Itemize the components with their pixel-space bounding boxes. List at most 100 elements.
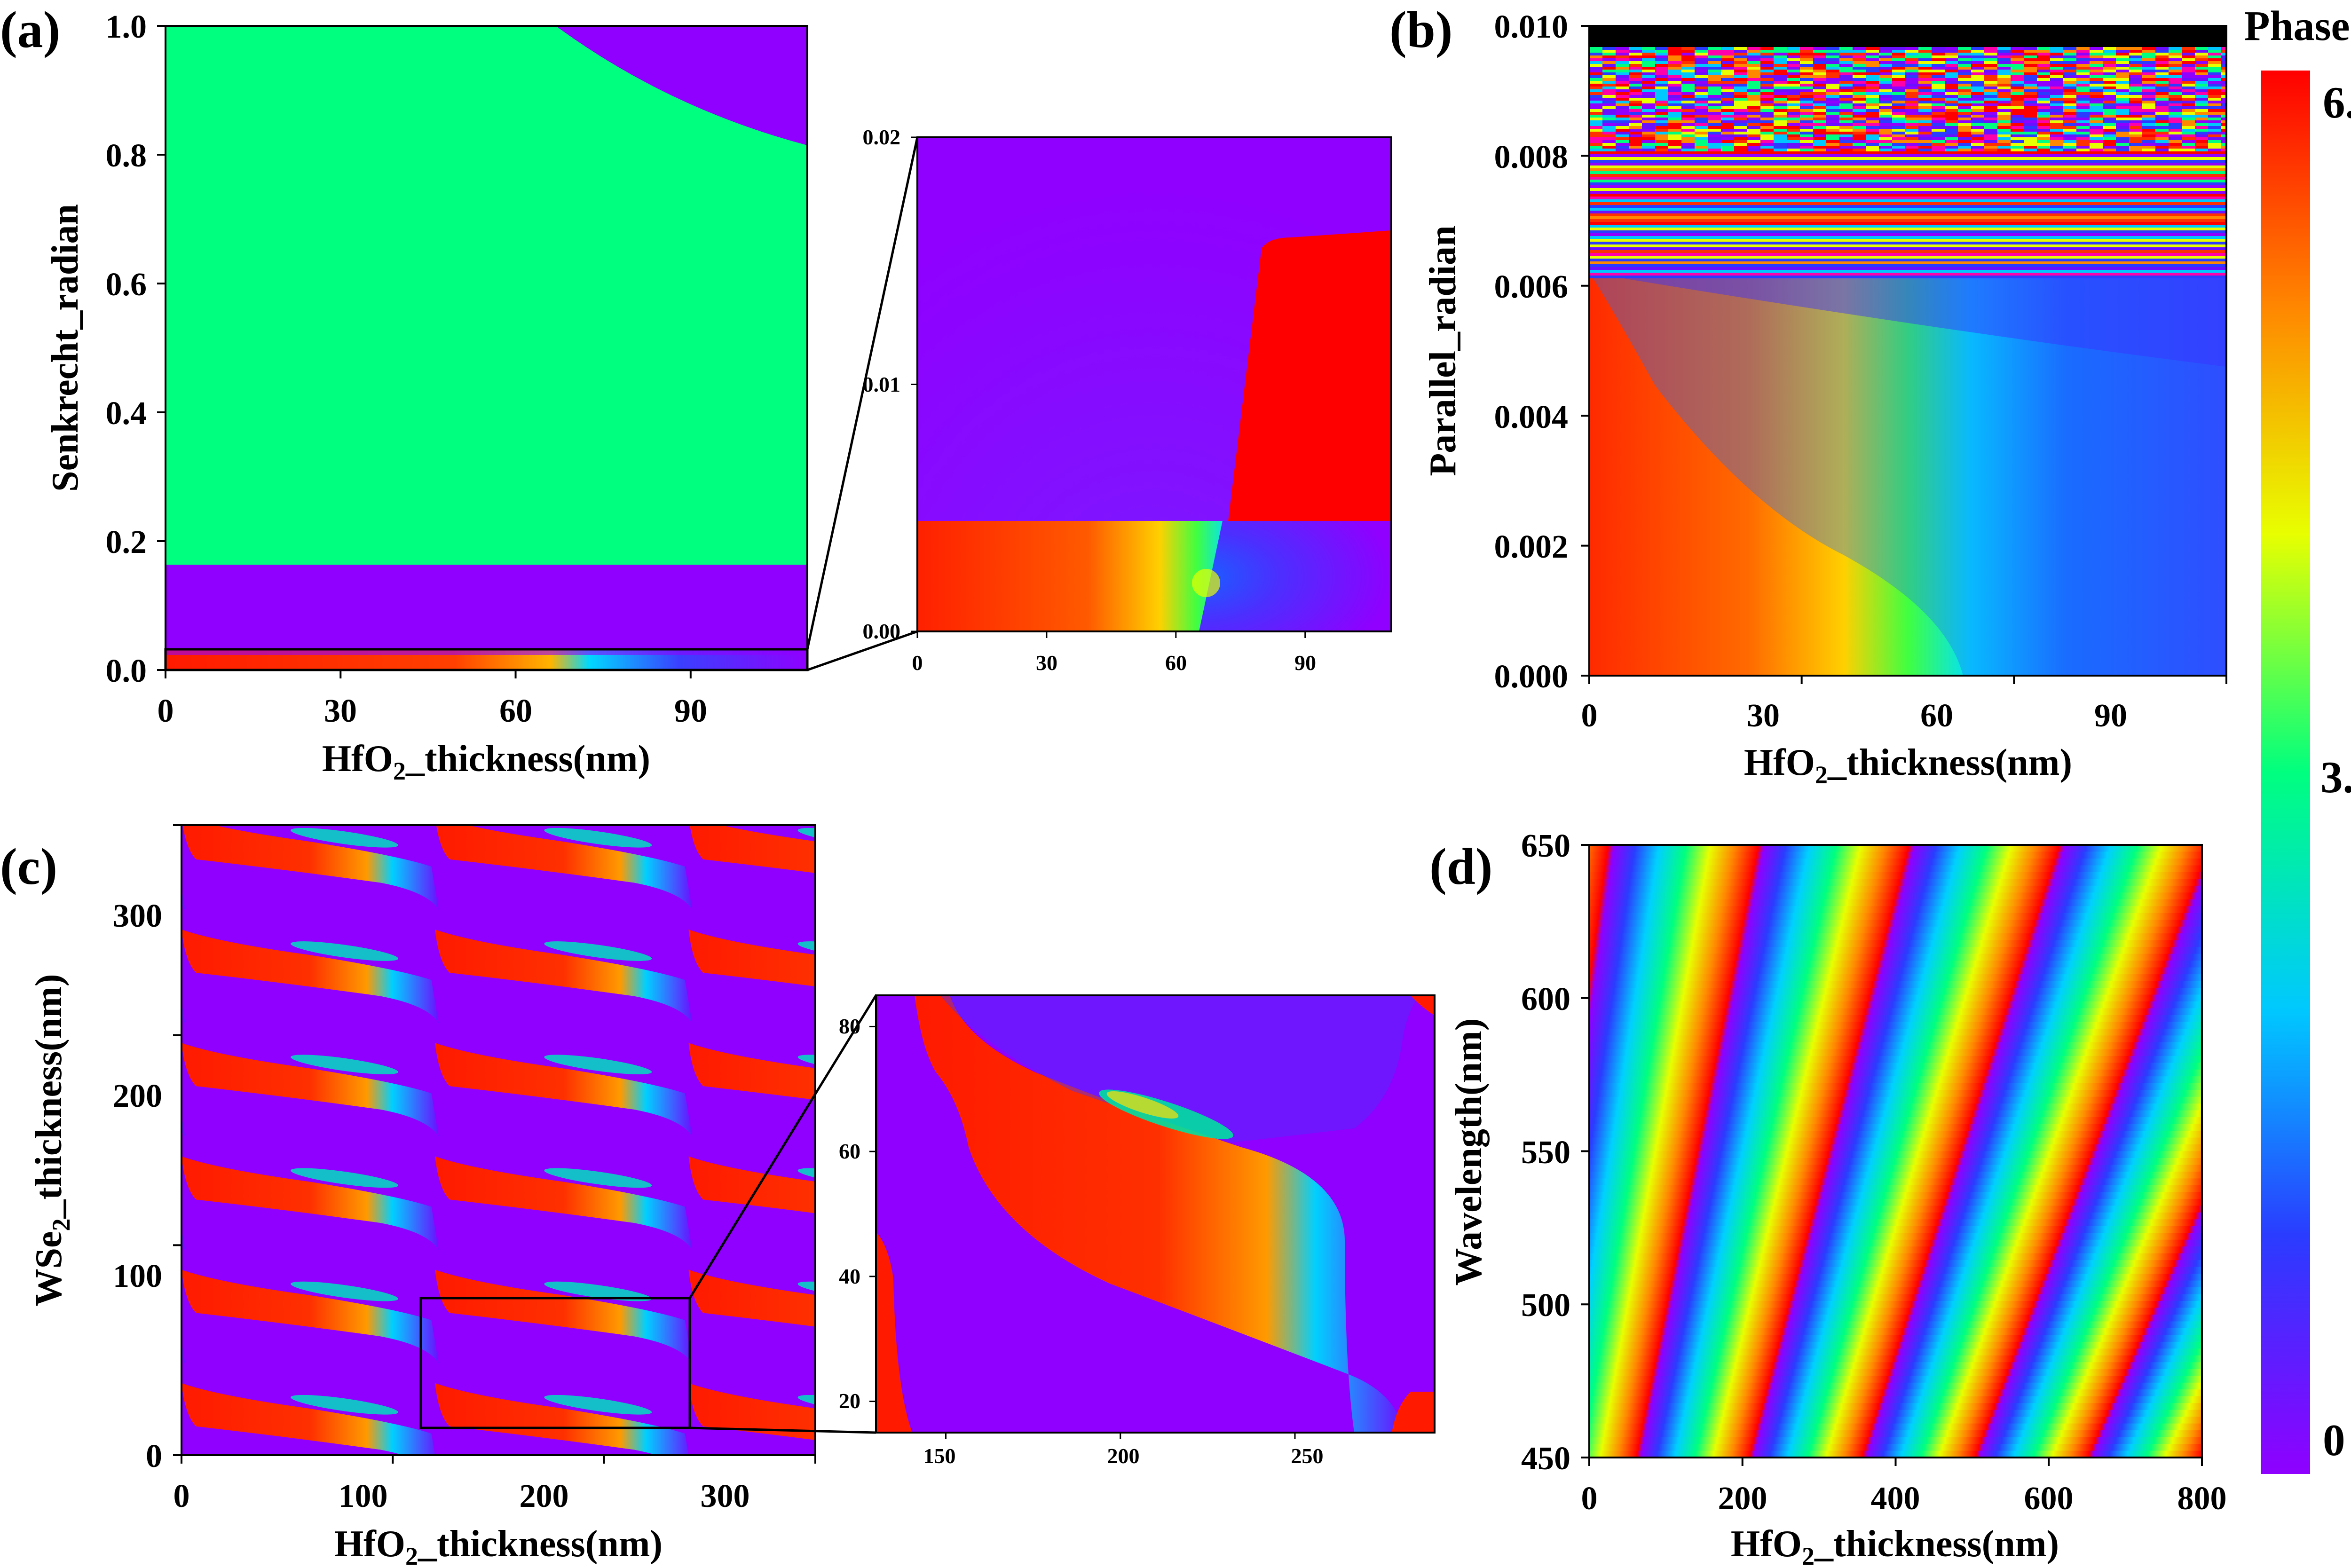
noise-cell: [2221, 64, 2226, 67]
panel-d-fringe-row: [1589, 1376, 2202, 1383]
noise-cell: [2011, 98, 2024, 101]
noise-cell: [2129, 101, 2142, 103]
noise-cell: [2155, 72, 2169, 75]
panel-d-fringe-row: [1589, 1233, 2202, 1240]
noise-cell: [2142, 81, 2155, 84]
noise-cell: [1971, 146, 1984, 149]
noise-cell: [1958, 89, 1971, 92]
noise-cell: [1879, 95, 1892, 98]
noise-cell: [1905, 140, 1918, 143]
noise-cell: [1655, 149, 1668, 151]
noise-cell: [2116, 106, 2129, 109]
noise-cell: [2103, 53, 2116, 55]
noise-cell: [2011, 70, 2024, 72]
noise-cell: [2208, 78, 2221, 81]
noise-cell: [2155, 134, 2169, 137]
noise-cell: [2103, 84, 2116, 87]
noise-cell: [2037, 98, 2050, 101]
panel-c-inset-xtick-0: 150: [923, 1444, 956, 1468]
noise-cell: [1695, 126, 1708, 129]
panel-d-fringe-row: [1589, 899, 2202, 907]
noise-cell: [1958, 134, 1971, 137]
noise-cell: [1774, 58, 1787, 61]
panel-c-fringe-spot: [36, 938, 146, 965]
noise-cell: [1813, 112, 1826, 115]
noise-cell: [1984, 101, 1997, 103]
noise-cell: [2169, 126, 2182, 129]
noise-cell: [1655, 72, 1668, 75]
noise-cell: [2063, 64, 2076, 67]
noise-cell: [2024, 47, 2037, 50]
noise-cell: [1839, 95, 1853, 98]
noise-stripe: [1589, 199, 2226, 202]
noise-cell: [1866, 101, 1879, 103]
panel-c-fringe-spot: [544, 1055, 652, 1075]
noise-cell: [2116, 67, 2129, 70]
noise-cell: [1866, 115, 1879, 118]
noise-cell: [1905, 95, 1918, 98]
noise-cell: [2037, 61, 2050, 64]
noise-cell: [1760, 72, 1774, 75]
noise-cell: [1945, 89, 1958, 92]
noise-cell: [2037, 92, 2050, 95]
noise-cell: [1826, 81, 1839, 84]
panel-d-fringe-row: [1589, 1301, 2202, 1308]
noise-cell: [2221, 89, 2226, 92]
noise-cell: [1734, 53, 1747, 55]
noise-cell: [1695, 132, 1708, 134]
noise-cell: [2116, 115, 2129, 118]
noise-cell: [2221, 146, 2226, 149]
noise-cell: [2050, 137, 2063, 140]
noise-cell: [1879, 101, 1892, 103]
noise-cell: [1589, 72, 1602, 75]
noise-cell: [1708, 103, 1721, 106]
noise-cell: [1681, 129, 1695, 132]
noise-cell: [1747, 53, 1760, 55]
noise-cell: [1813, 53, 1826, 55]
noise-cell: [2195, 115, 2208, 118]
noise-cell: [1695, 89, 1708, 92]
noise-cell: [2090, 123, 2103, 126]
noise-cell: [1787, 47, 1800, 50]
noise-cell: [2195, 72, 2208, 75]
noise-cell: [1984, 53, 1997, 55]
noise-cell: [1945, 115, 1958, 118]
noise-stripe: [1589, 247, 2226, 250]
panel-d-fringe-row: [1589, 1369, 2202, 1377]
noise-cell: [2221, 70, 2226, 72]
noise-cell: [2050, 109, 2063, 112]
noise-cell: [1655, 103, 1668, 106]
noise-cell: [1681, 132, 1695, 134]
noise-cell: [2142, 67, 2155, 70]
noise-cell: [2221, 140, 2226, 143]
noise-cell: [1602, 118, 1616, 120]
noise-cell: [2182, 118, 2195, 120]
noise-cell: [1708, 61, 1721, 64]
noise-cell: [1839, 58, 1853, 61]
noise-cell: [1695, 98, 1708, 101]
noise-cell: [1589, 137, 1602, 140]
noise-cell: [2182, 95, 2195, 98]
noise-cell: [2129, 87, 2142, 89]
noise-cell: [1866, 47, 1879, 50]
noise-cell: [1774, 70, 1787, 72]
noise-cell: [1787, 61, 1800, 64]
noise-cell: [1853, 137, 1866, 140]
noise-cell: [1629, 47, 1642, 50]
noise-cell: [1721, 140, 1734, 143]
panel-c-fringe-spot: [797, 710, 907, 738]
noise-cell: [1945, 140, 1958, 143]
noise-cell: [1655, 118, 1668, 120]
noise-cell: [2169, 75, 2182, 78]
noise-cell: [1681, 137, 1695, 140]
noise-cell: [2076, 134, 2090, 137]
noise-cell: [1747, 115, 1760, 118]
noise-cell: [1602, 92, 1616, 95]
noise-cell: [1734, 123, 1747, 126]
noise-cell: [2169, 149, 2182, 151]
noise-cell: [1984, 78, 1997, 81]
noise-cell: [1905, 64, 1918, 67]
noise-cell: [1879, 61, 1892, 64]
noise-cell: [1708, 112, 1721, 115]
noise-cell: [1655, 75, 1668, 78]
